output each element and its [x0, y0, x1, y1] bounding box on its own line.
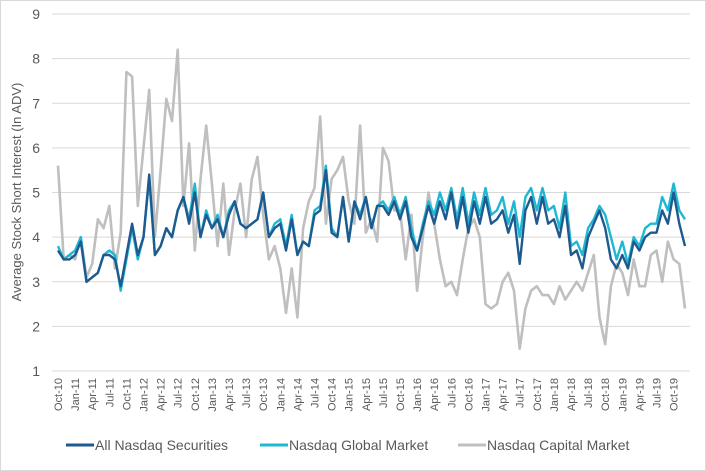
x-tick-label: Oct-19: [669, 378, 681, 411]
x-tick-label: Apr-16: [429, 378, 441, 411]
y-tick-label: 5: [32, 185, 40, 201]
x-tick-label: Apr-15: [361, 378, 373, 411]
x-tick-label: Jan-19: [617, 378, 629, 412]
series-line-all-nasdaq-securities: [56, 168, 687, 288]
x-tick-label: Oct-11: [121, 378, 133, 410]
x-tick-label: Oct-14: [327, 378, 339, 411]
x-tick-label: Jan-17: [481, 378, 493, 412]
y-tick-label: 1: [32, 363, 40, 379]
series-lines: [56, 48, 687, 351]
x-tick-label: Apr-17: [498, 378, 510, 411]
x-tick-label: Jan-13: [207, 378, 219, 412]
x-tick-label: Jul-12: [173, 378, 185, 408]
x-tick-label: Jul-14: [310, 378, 322, 408]
x-tick-label: Oct-12: [190, 378, 202, 411]
x-tick-label: Apr-11: [87, 378, 99, 410]
x-tick-label: Jan-15: [344, 378, 356, 412]
y-tick-labels: 1 2 3 4 5 6 7 8 9: [32, 6, 40, 379]
x-tick-label: Jan-12: [139, 378, 151, 412]
x-tick-label: Apr-12: [156, 378, 168, 411]
x-tick-label: Jan-16: [412, 378, 424, 412]
legend-label: Nasdaq Global Market: [289, 437, 428, 453]
y-tick-label: 2: [32, 318, 40, 334]
legend-label: All Nasdaq Securities: [95, 437, 228, 453]
legend: All Nasdaq Securities Nasdaq Global Marke…: [66, 437, 630, 453]
x-tick-label: Jul-11: [104, 378, 116, 407]
y-tick-label: 6: [32, 140, 40, 156]
x-tick-label: Jul-19: [652, 378, 664, 408]
series-line-nasdaq-capital-market: [56, 48, 687, 351]
x-tick-label: Jan-14: [275, 378, 287, 412]
x-tick-label: Oct-13: [258, 378, 270, 411]
x-tick-label: Oct-18: [600, 378, 612, 411]
y-tick-label: 7: [32, 95, 40, 111]
y-tick-label: 3: [32, 274, 40, 290]
x-tick-label: Jul-15: [378, 378, 390, 408]
x-tick-label: Oct-17: [532, 378, 544, 411]
x-tick-label: Apr-14: [292, 378, 304, 411]
x-tick-label: Apr-13: [224, 378, 236, 411]
x-tick-label: Jul-18: [583, 378, 595, 408]
x-tick-label: Jul-13: [241, 378, 253, 408]
x-tick-label: Oct-15: [395, 378, 407, 411]
y-tick-label: 9: [32, 6, 40, 22]
x-tick-label: Jan-18: [549, 378, 561, 412]
y-tick-label: 4: [32, 229, 40, 245]
x-tick-labels: Oct-10 Jan-11 Apr-11 Jul-11 Oct-11 Jan-12 Apr-…: [53, 378, 681, 412]
x-tick-label: Oct-16: [463, 378, 475, 411]
x-tick-label: Apr-19: [634, 378, 646, 411]
x-tick-label: Jul-17: [515, 378, 527, 408]
x-tick-label: Jan-11: [70, 378, 82, 411]
x-tick-label: Jul-16: [446, 378, 458, 408]
legend-label: Nasdaq Capital Market: [487, 437, 630, 453]
y-axis-label: Average Stock Short Interest (In ADV): [9, 83, 24, 302]
x-tick-label: Oct-10: [53, 378, 65, 411]
y-tick-label: 8: [32, 51, 40, 67]
x-tick-label: Apr-18: [566, 378, 578, 411]
